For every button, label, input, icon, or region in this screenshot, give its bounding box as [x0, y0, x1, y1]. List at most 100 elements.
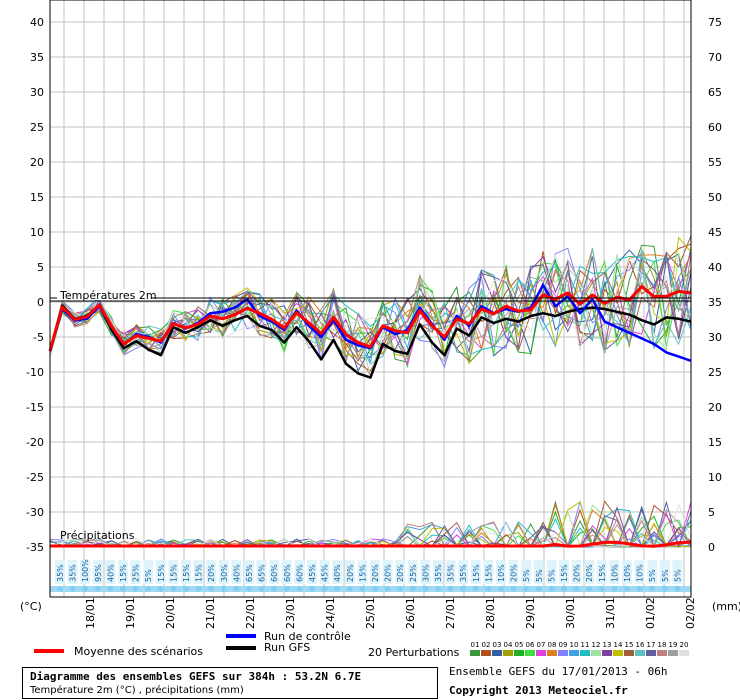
legend-gfs-swatch	[226, 646, 256, 650]
left-tick-label: 20	[30, 156, 44, 169]
snowflake-icon: ❄	[94, 585, 102, 595]
probability-label: 20%	[585, 564, 594, 582]
probability-cell	[496, 560, 506, 584]
perturbation-id: 04	[504, 641, 513, 649]
right-unit-label: (mm)	[712, 600, 740, 613]
snowflake-icon: ❄	[472, 585, 480, 595]
left-tick-label: -25	[26, 471, 44, 484]
right-tick-label: 50	[708, 191, 722, 204]
probability-cell	[407, 560, 418, 584]
probability-label: 20%	[510, 564, 519, 582]
perturbation-line	[49, 248, 692, 356]
snowflake-icon: ❄	[270, 585, 278, 595]
perturbation-id: 19	[669, 641, 678, 649]
probability-cell	[256, 560, 267, 584]
probability-cell	[168, 560, 179, 584]
x-tick-label: 02/02	[684, 597, 697, 629]
x-tick-label: 31/01	[604, 597, 617, 629]
snowflake-icon: ❄	[346, 585, 354, 595]
perturbation-id: 01	[471, 641, 480, 649]
probability-cell	[433, 560, 443, 584]
probability-cell	[143, 560, 154, 584]
snowflake-icon: ❄	[422, 585, 430, 595]
copyright: Copyright 2013 Meteociel.fr	[449, 684, 628, 697]
probability-label: 40%	[106, 564, 115, 582]
probability-cell	[130, 560, 141, 584]
probability-cell	[67, 560, 78, 584]
probability-label: 5%	[547, 569, 556, 582]
probability-label: 20%	[207, 564, 216, 582]
perturbation-id: 17	[647, 641, 656, 649]
snowflake-icon: ❄	[220, 585, 228, 595]
probability-label: 15%	[157, 564, 166, 582]
perturbation-swatches: 01 02 03 04 05 06 07 08 09 10 11 12 13 14 15 16 17 18 19 20	[470, 641, 689, 656]
perturbation-swatch	[536, 650, 546, 656]
probability-label: 5%	[673, 569, 682, 582]
x-tick-label: 20/01	[164, 597, 177, 629]
right-tick-label: 30	[708, 331, 722, 344]
probability-cell	[521, 560, 532, 584]
perturbation-id: 12	[592, 641, 601, 649]
snowflake-icon: ❄	[585, 585, 593, 595]
perturbation-swatch	[591, 650, 601, 656]
perturbation-swatch	[514, 650, 524, 656]
probability-label: 5%	[661, 569, 670, 582]
probability-cell	[559, 560, 569, 584]
probability-label: 20%	[384, 564, 393, 582]
probability-label: 40%	[333, 564, 342, 582]
perturbation-swatch	[624, 650, 634, 656]
right-tick-label: 40	[708, 261, 722, 274]
probability-cell	[370, 560, 380, 584]
snowflake-icon: ❄	[132, 585, 140, 595]
perturbation-swatch	[657, 650, 667, 656]
probability-label: 25%	[132, 564, 141, 582]
probability-cell	[281, 560, 292, 584]
snowflake-icon: ❄	[623, 585, 631, 595]
chart-title: Diagramme des ensembles GEFS sur 384h : …	[30, 670, 362, 683]
perturbation-swatch	[470, 650, 480, 656]
left-tick-label: 35	[30, 51, 44, 64]
probability-cell	[647, 560, 658, 584]
snowflake-icon: ❄	[535, 585, 543, 595]
probability-cell	[55, 560, 65, 584]
snowflake-icon: ❄	[648, 585, 656, 595]
probability-cell	[244, 560, 254, 584]
perturbation-swatch	[569, 650, 579, 656]
right-tick-label: 60	[708, 121, 722, 134]
snowflake-icon: ❄	[459, 585, 467, 595]
x-tick-label: 01/02	[644, 597, 657, 629]
probability-cell	[634, 560, 645, 584]
probability-label: 30%	[421, 564, 430, 582]
probability-cell	[332, 560, 343, 584]
snowflake-icon: ❄	[308, 585, 316, 595]
x-tick-label: 19/01	[124, 597, 137, 629]
perturbation-swatch	[525, 650, 535, 656]
probability-label: 45%	[321, 564, 330, 582]
probability-label: 15%	[195, 564, 204, 582]
left-unit-label: (°C)	[20, 600, 42, 613]
probability-label: 20%	[396, 564, 405, 582]
probability-cell	[105, 560, 116, 584]
x-tick-label: 30/01	[564, 597, 577, 629]
probability-cell	[319, 560, 330, 584]
perturbation-id: 16	[636, 641, 645, 649]
snowflake-icon: ❄	[195, 585, 203, 595]
legend-mean-label: Moyenne des scénarios	[74, 645, 203, 658]
perturbation-swatch	[668, 650, 678, 656]
probability-cell	[80, 560, 91, 584]
right-tick-label: 75	[708, 16, 722, 29]
snowflake-icon: ❄	[548, 585, 556, 595]
probability-cell	[307, 560, 317, 584]
left-axis-ticks: 40 35 30 25 20 15 10 5 0 -5 -10 -15 -20 -25 -30 -35	[26, 16, 44, 554]
perturbation-swatch	[602, 650, 612, 656]
right-tick-label: 5	[708, 506, 715, 519]
legend-control-label: Run de contrôle	[264, 630, 351, 643]
probability-cell	[395, 560, 406, 584]
left-tick-label: -30	[26, 506, 44, 519]
probability-cell	[622, 560, 632, 584]
probability-cell	[458, 560, 469, 584]
probability-cell	[483, 560, 494, 584]
probability-label: 60%	[295, 564, 304, 582]
probability-label: 15%	[598, 564, 607, 582]
snowflake-icon: ❄	[157, 585, 165, 595]
